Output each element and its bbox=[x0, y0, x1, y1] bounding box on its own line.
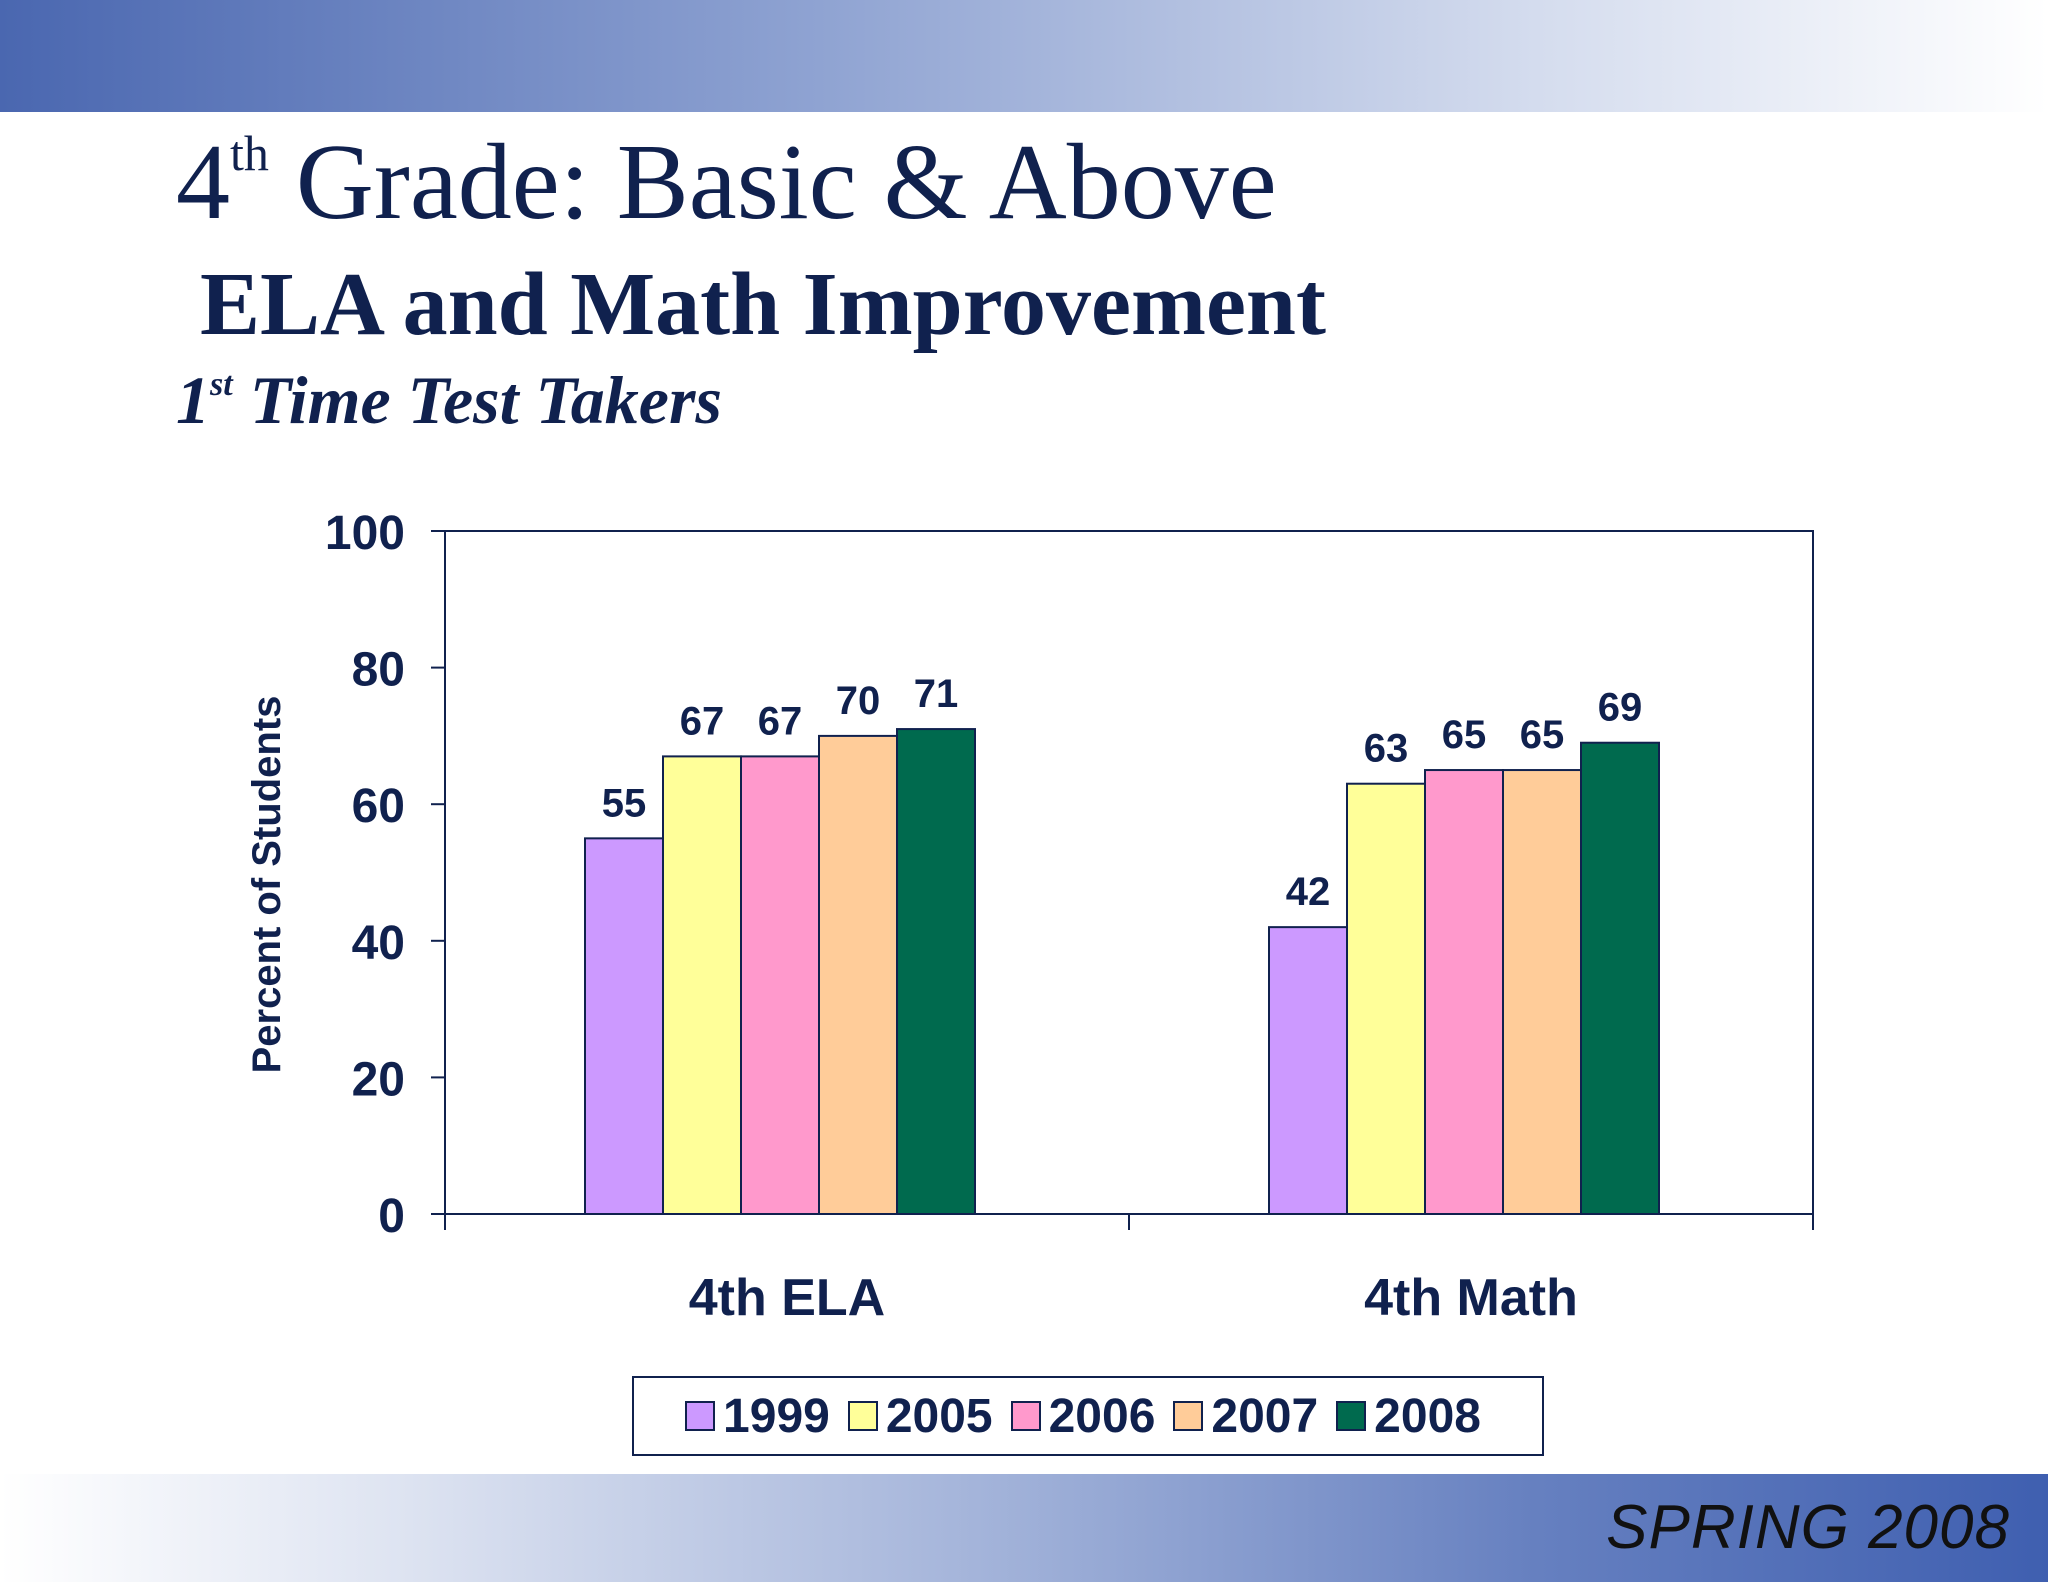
legend-label: 1999 bbox=[723, 1389, 830, 1443]
bottom-gradient-band bbox=[0, 1474, 2048, 1582]
bar-2007-ela bbox=[818, 734, 898, 1216]
bar-2005-math bbox=[1346, 782, 1426, 1216]
bar-1999-ela bbox=[584, 837, 664, 1215]
legend-swatch bbox=[1336, 1401, 1367, 1431]
bar-value-label: 63 bbox=[1364, 727, 1409, 771]
slide-title: 4th Grade: Basic & Above bbox=[176, 118, 1277, 248]
y-tick-label: 60 bbox=[352, 780, 405, 833]
legend-item-2007: 2007 bbox=[1173, 1389, 1328, 1444]
subsubtitle-ordinal-suffix: st bbox=[210, 366, 233, 403]
x-category-label: 4th Math bbox=[1364, 1269, 1578, 1327]
legend-swatch bbox=[1173, 1401, 1204, 1431]
legend-label: 2007 bbox=[1211, 1389, 1319, 1443]
bar-2008-ela bbox=[896, 728, 976, 1215]
bar-2007-math bbox=[1502, 769, 1582, 1215]
bar-2005-ela bbox=[662, 755, 742, 1215]
bar-value-label: 67 bbox=[680, 699, 725, 743]
bar-2008-math bbox=[1580, 741, 1660, 1215]
bar-2006-math bbox=[1424, 769, 1504, 1215]
legend-label: 2006 bbox=[1048, 1389, 1156, 1443]
legend-swatch bbox=[685, 1401, 716, 1431]
x-category-label: 4th ELA bbox=[689, 1269, 885, 1327]
y-tick-label: 40 bbox=[352, 917, 405, 970]
legend-label: 2008 bbox=[1374, 1389, 1481, 1443]
y-tick-label: 0 bbox=[378, 1190, 405, 1243]
subsubtitle-number: 1 bbox=[176, 362, 210, 438]
bar-value-label: 69 bbox=[1598, 686, 1643, 730]
legend-item-2006: 2006 bbox=[1010, 1389, 1166, 1444]
chart-legend: 1999 2005 2006 2007 2008 bbox=[632, 1376, 1544, 1456]
slide-subsubtitle: 1st Time Test Takers bbox=[176, 358, 722, 442]
footer-date: SPRING 2008 bbox=[1606, 1493, 2010, 1562]
slide-subtitle: ELA and Math Improvement bbox=[200, 255, 1326, 354]
y-axis-title: Percent of Students bbox=[245, 696, 289, 1074]
bar-value-label: 65 bbox=[1520, 713, 1565, 757]
top-gradient-band bbox=[0, 0, 2048, 112]
legend-label: 2005 bbox=[885, 1389, 993, 1443]
y-tick-label: 100 bbox=[325, 507, 405, 560]
y-tick-label: 80 bbox=[352, 644, 405, 697]
bar-value-label: 42 bbox=[1286, 870, 1331, 914]
title-ordinal-suffix: th bbox=[230, 125, 269, 181]
bar-value-label: 67 bbox=[758, 699, 803, 743]
title-grade-number: 4 bbox=[176, 123, 230, 242]
bar-value-label: 65 bbox=[1442, 713, 1487, 757]
bar-2006-ela bbox=[740, 755, 820, 1215]
legend-swatch bbox=[847, 1401, 878, 1431]
y-tick-label: 20 bbox=[352, 1053, 405, 1106]
bar-value-label: 71 bbox=[914, 672, 959, 716]
bar-value-label: 70 bbox=[836, 679, 881, 723]
legend-item-1999: 1999 bbox=[685, 1389, 840, 1444]
subsubtitle-text: Time Test Takers bbox=[232, 362, 722, 438]
legend-item-2005: 2005 bbox=[847, 1389, 1003, 1444]
bar-1999-math bbox=[1268, 926, 1348, 1215]
legend-swatch bbox=[1010, 1401, 1041, 1431]
title-text: Grade: Basic & Above bbox=[268, 123, 1277, 242]
legend-item-2008: 2008 bbox=[1336, 1389, 1491, 1444]
bar-chart: 0 20 40 60 80 100 Percent of Students 55 67 67 70 7… bbox=[245, 507, 1814, 1327]
bar-value-label: 55 bbox=[602, 781, 647, 825]
